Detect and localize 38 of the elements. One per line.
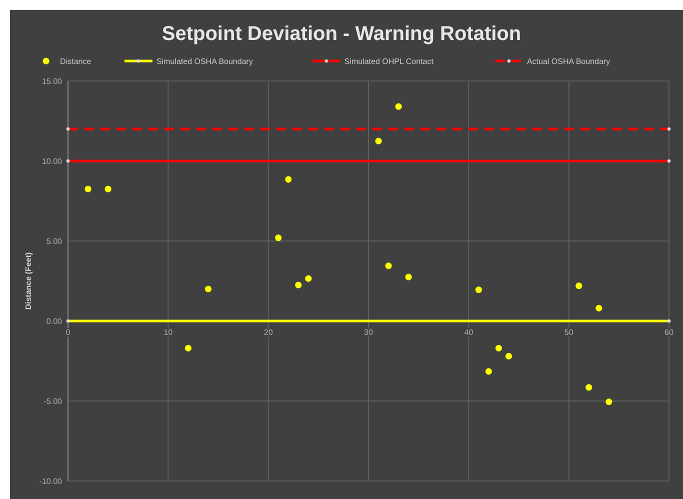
y-tick-label: -5.00 — [44, 396, 63, 406]
y-tick-label: 0.00 — [46, 316, 63, 326]
legend-label: Simulated OHPL Contact — [344, 56, 434, 66]
y-tick-label: -10.00 — [39, 476, 63, 486]
x-tick-label: 50 — [564, 328, 574, 337]
point — [385, 262, 392, 270]
point — [606, 398, 612, 406]
legend-label: Distance — [60, 56, 92, 66]
point — [495, 344, 502, 352]
y-tick-label: 15.00 — [42, 76, 63, 86]
y-axis-title: Distance (Feet) — [24, 252, 33, 310]
y-tick-label: 5.00 — [46, 236, 63, 246]
point — [395, 103, 402, 110]
point — [475, 286, 482, 294]
x-tick-label: 60 — [664, 328, 674, 337]
legend-label: Simulated OSHA Boundary — [156, 56, 253, 66]
point — [84, 186, 92, 192]
point — [586, 384, 592, 391]
point — [576, 282, 582, 290]
point — [485, 368, 492, 375]
point — [305, 275, 312, 282]
x-tick-label: 20 — [264, 328, 274, 337]
chart-title: Setpoint Deviation - Warning Rotation — [162, 23, 522, 45]
point — [184, 344, 192, 352]
point — [204, 286, 212, 292]
point — [375, 138, 382, 144]
y-tick-label: 10.00 — [42, 156, 63, 166]
point — [295, 282, 302, 288]
x-tick-label: 30 — [364, 328, 374, 337]
point — [505, 352, 512, 360]
point — [285, 176, 292, 183]
point — [596, 304, 602, 312]
point — [405, 274, 412, 280]
x-tick-label: 40 — [464, 328, 474, 337]
point — [104, 186, 112, 192]
point — [275, 234, 282, 242]
legend-label: Actual OSHA Boundary — [526, 56, 610, 66]
x-tick-label: 10 — [164, 328, 174, 337]
